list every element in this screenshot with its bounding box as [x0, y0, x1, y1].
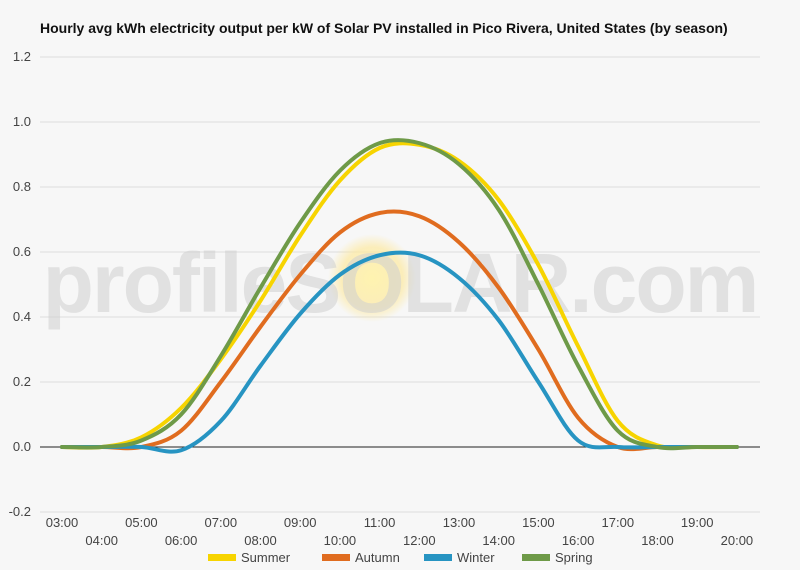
legend-label-spring: Spring: [555, 550, 593, 565]
legend-label-summer: Summer: [241, 550, 291, 565]
y-tick-label: 0.8: [13, 179, 31, 194]
y-tick-label: 0.6: [13, 244, 31, 259]
sun-icon: [328, 234, 416, 322]
y-tick-label: 0.4: [13, 309, 31, 324]
x-tick-label: 09:00: [284, 515, 317, 530]
x-tick-label: 20:00: [721, 533, 754, 548]
legend-swatch-autumn: [322, 554, 350, 561]
x-tick-label: 16:00: [562, 533, 595, 548]
y-axis-labels: -0.2 0.0 0.2 0.4 0.6 0.8 1.0 1.2: [9, 49, 31, 519]
series-line-summer: [60, 141, 739, 450]
y-tick-label: -0.2: [9, 504, 31, 519]
x-tick-label: 13:00: [443, 515, 476, 530]
watermark-sun: [328, 234, 416, 322]
y-tick-label: 1.0: [13, 114, 31, 129]
x-tick-label: 19:00: [681, 515, 714, 530]
grid: [40, 56, 760, 513]
legend-swatch-winter: [424, 554, 452, 561]
series-lines: [60, 138, 739, 454]
x-tick-label: 11:00: [364, 515, 396, 530]
series-line-winter: [60, 250, 739, 454]
y-tick-label: 0.0: [13, 439, 31, 454]
legend-label-winter: Winter: [457, 550, 495, 565]
legend-swatch-summer: [208, 554, 236, 561]
x-tick-label: 14:00: [482, 533, 515, 548]
x-axis-labels: 03:00 04:00 05:00 06:00 07:00 08:00 09:00 10:00…: [46, 515, 753, 548]
x-tick-label: 12:00: [403, 533, 436, 548]
x-tick-label: 07:00: [205, 515, 238, 530]
x-tick-label: 08:00: [244, 533, 277, 548]
legend-swatch-spring: [522, 554, 550, 561]
x-tick-label: 05:00: [125, 515, 158, 530]
legend: Summer Autumn Winter Spring: [208, 550, 593, 565]
x-tick-label: 06:00: [165, 533, 198, 548]
x-tick-label: 10:00: [324, 533, 357, 548]
y-tick-label: 1.2: [13, 49, 31, 64]
chart-title: Hourly avg kWh electricity output per kW…: [40, 20, 728, 36]
x-tick-label: 04:00: [85, 533, 118, 548]
watermark: profileSOLAR.com: [43, 236, 758, 330]
x-tick-label: 18:00: [641, 533, 674, 548]
series-line-spring: [60, 138, 739, 451]
legend-label-autumn: Autumn: [355, 550, 400, 565]
x-tick-label: 17:00: [602, 515, 635, 530]
x-tick-label: 15:00: [522, 515, 555, 530]
y-tick-label: 0.2: [13, 374, 31, 389]
x-tick-label: 03:00: [46, 515, 79, 530]
